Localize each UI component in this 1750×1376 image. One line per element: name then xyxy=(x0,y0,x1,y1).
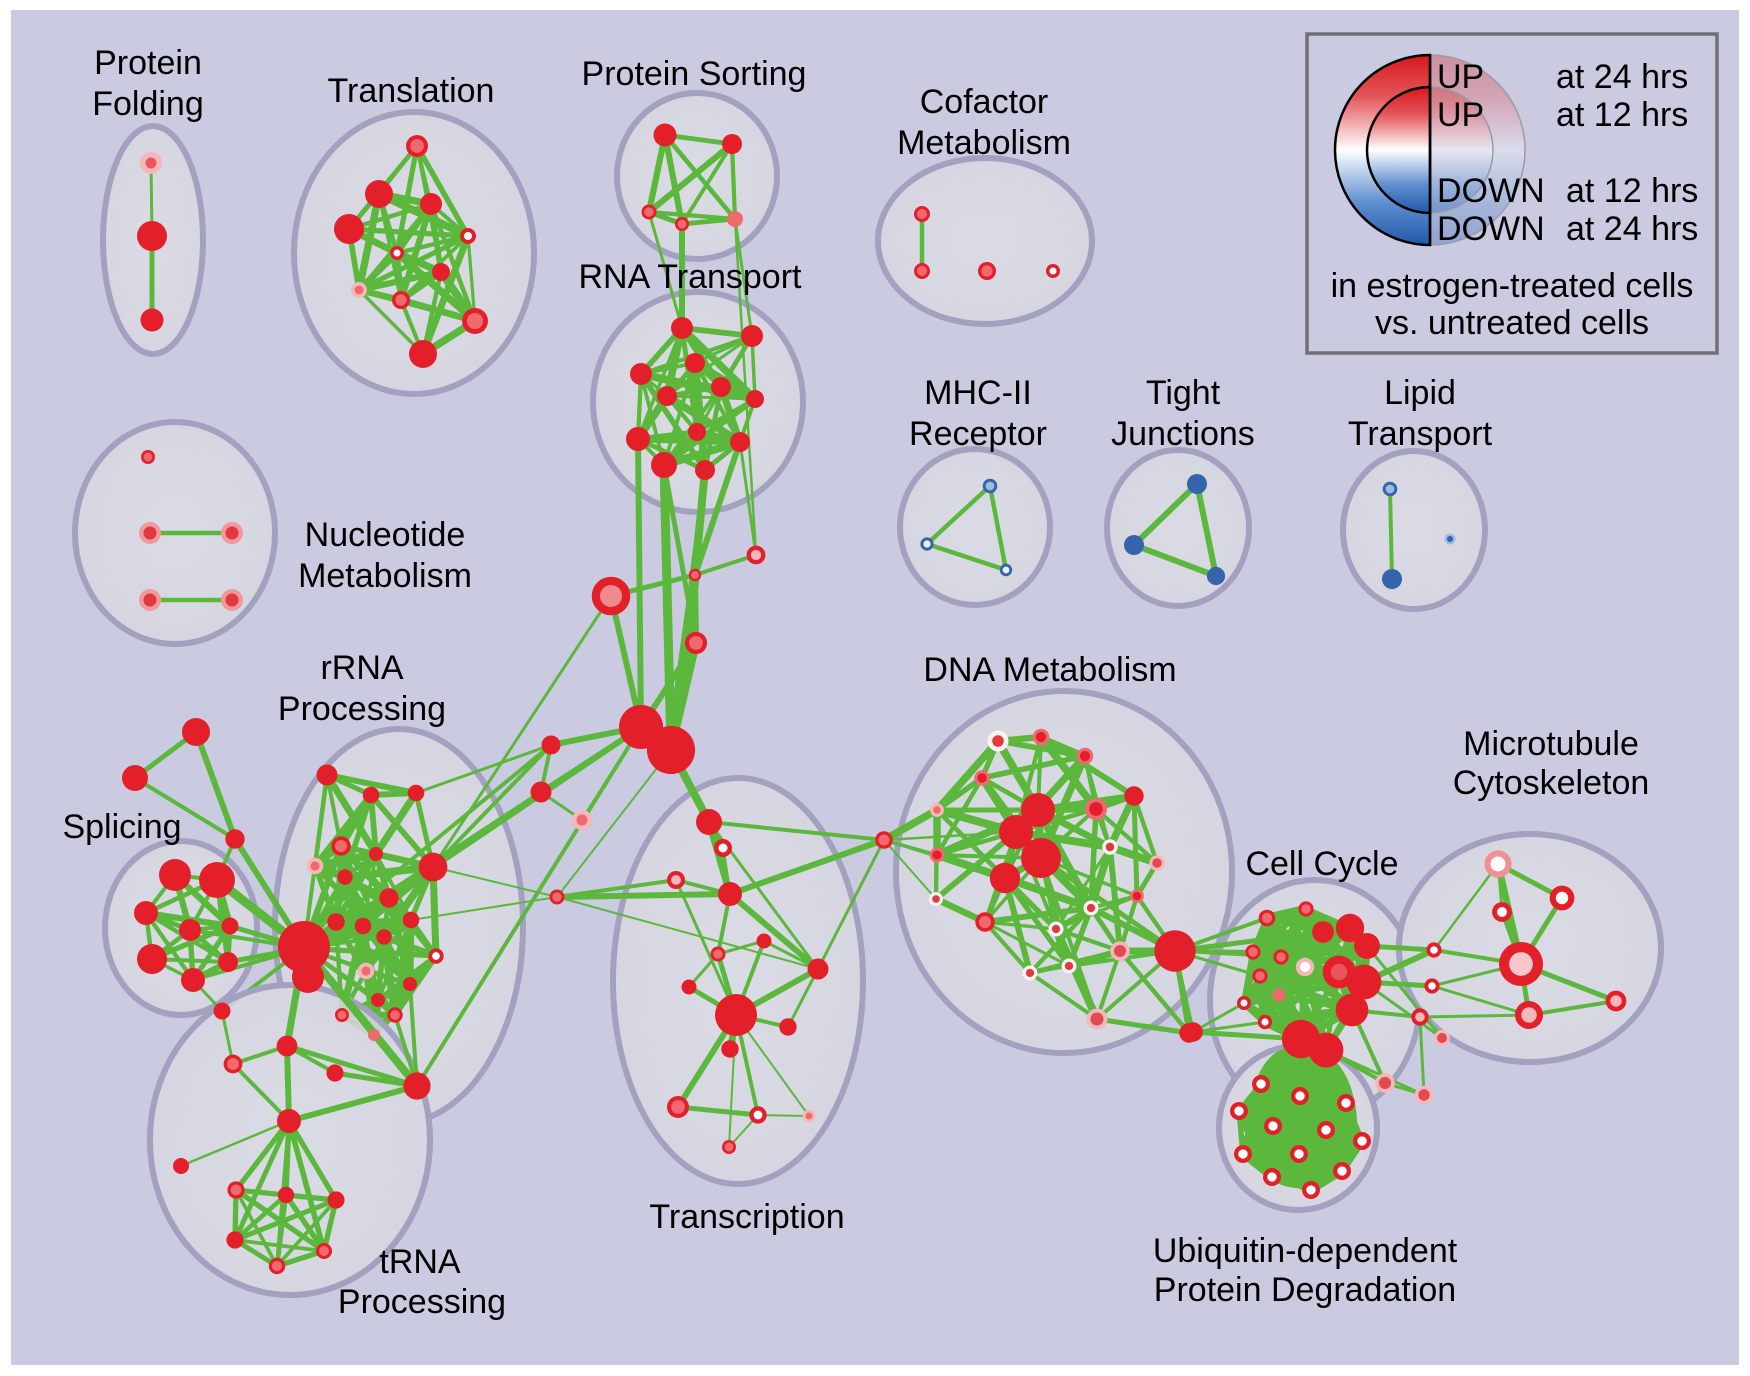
svg-text:Transport: Transport xyxy=(1348,415,1493,453)
svg-text:at 12 hrs: at 12 hrs xyxy=(1556,96,1688,134)
svg-text:Processing: Processing xyxy=(278,690,446,728)
svg-text:rRNA: rRNA xyxy=(320,649,403,687)
svg-text:at 24 hrs: at 24 hrs xyxy=(1556,58,1688,96)
svg-text:in estrogen-treated cells: in estrogen-treated cells xyxy=(1331,267,1694,305)
svg-text:Cell Cycle: Cell Cycle xyxy=(1245,845,1398,883)
svg-text:RNA Transport: RNA Transport xyxy=(579,258,803,296)
svg-text:Protein: Protein xyxy=(94,44,202,82)
svg-text:Cofactor: Cofactor xyxy=(920,83,1049,121)
svg-text:Nucleotide: Nucleotide xyxy=(305,516,466,554)
svg-text:UP: UP xyxy=(1437,58,1484,96)
svg-text:DOWN: DOWN xyxy=(1437,210,1545,248)
svg-text:Receptor: Receptor xyxy=(909,415,1047,453)
svg-text:at 12 hrs: at 12 hrs xyxy=(1566,172,1698,210)
svg-text:Metabolism: Metabolism xyxy=(298,557,472,595)
svg-text:at 24 hrs: at 24 hrs xyxy=(1566,210,1698,248)
svg-text:Tight: Tight xyxy=(1146,374,1221,412)
svg-text:DNA Metabolism: DNA Metabolism xyxy=(923,651,1176,689)
svg-text:Metabolism: Metabolism xyxy=(897,124,1071,162)
svg-text:Folding: Folding xyxy=(92,85,204,123)
svg-text:MHC-II: MHC-II xyxy=(924,374,1032,412)
svg-text:Microtubule: Microtubule xyxy=(1463,725,1639,763)
svg-text:DOWN: DOWN xyxy=(1437,172,1545,210)
svg-text:Protein Sorting: Protein Sorting xyxy=(582,55,807,93)
svg-text:Transcription: Transcription xyxy=(649,1198,844,1236)
svg-text:Protein Degradation: Protein Degradation xyxy=(1154,1271,1456,1309)
svg-text:tRNA: tRNA xyxy=(379,1243,461,1281)
svg-text:Processing: Processing xyxy=(338,1283,506,1321)
svg-text:UP: UP xyxy=(1437,96,1484,134)
svg-text:Translation: Translation xyxy=(328,72,495,110)
svg-text:Lipid: Lipid xyxy=(1384,374,1456,412)
svg-text:Junctions: Junctions xyxy=(1111,415,1255,453)
svg-text:Splicing: Splicing xyxy=(62,808,181,846)
svg-text:Cytoskeleton: Cytoskeleton xyxy=(1453,764,1650,802)
svg-text:Ubiquitin-dependent: Ubiquitin-dependent xyxy=(1153,1232,1458,1270)
svg-text:vs. untreated cells: vs. untreated cells xyxy=(1375,304,1649,342)
